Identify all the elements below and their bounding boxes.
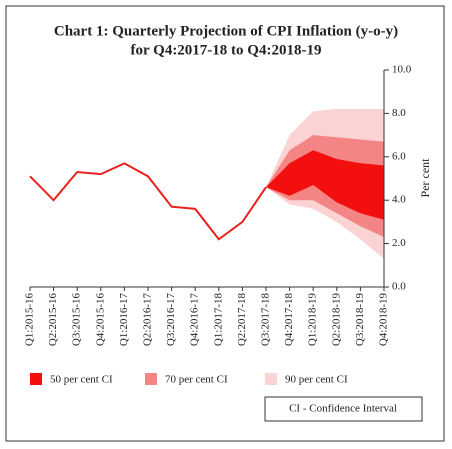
ci-band: [266, 150, 384, 220]
legend-swatch: [145, 373, 157, 385]
frame: [5, 5, 445, 442]
y-tick-label: 0.0: [392, 281, 406, 293]
legend-label: 70 per cent CI: [165, 374, 228, 386]
y-tick-label: 8.0: [392, 107, 406, 119]
legend-label: 90 per cent CI: [285, 374, 348, 386]
legend-swatch: [265, 373, 277, 385]
x-tick-label: Q2:2015-16: [47, 293, 59, 347]
x-tick-label: Q4:2016-17: [189, 293, 201, 347]
x-tick-label: Q1:2018-19: [307, 293, 319, 347]
x-tick-label: Q4:2017-18: [283, 293, 295, 347]
y-tick-label: 4.0: [392, 194, 406, 206]
x-tick-label: Q2:2016-17: [142, 293, 154, 347]
x-tick-label: Q4:2015-16: [94, 293, 106, 347]
x-tick-label: Q1:2015-16: [24, 293, 36, 347]
y-tick-label: 2.0: [392, 237, 406, 249]
x-tick-label: Q3:2016-17: [165, 293, 177, 347]
legend-swatch: [30, 373, 42, 385]
x-tick-label: Q2:2017-18: [236, 293, 248, 347]
y-tick-label: 10.0: [392, 64, 412, 76]
chart-subtitle: for Q4:2017-18 to Q4:2018-19: [131, 42, 322, 58]
x-tick-label: Q3:2017-18: [260, 293, 272, 347]
legend-label: 50 per cent CI: [50, 374, 113, 386]
x-tick-label: Q3:2018-19: [354, 293, 366, 347]
x-tick-label: Q3:2015-16: [71, 293, 83, 347]
x-tick-label: Q1:2017-18: [212, 293, 224, 347]
y-axis-label: Per cent: [418, 158, 432, 198]
x-tick-label: Q1:2016-17: [118, 293, 130, 347]
x-tick-label: Q4:2018-19: [378, 293, 390, 347]
note-box: [264, 396, 423, 422]
y-tick-label: 6.0: [392, 150, 406, 162]
x-tick-label: Q2:2018-19: [330, 293, 342, 347]
note: CI - Confidence Interval: [289, 403, 397, 415]
chart-title: Chart 1: Quarterly Projection of CPI Inf…: [54, 23, 398, 39]
cpi-line: [29, 162, 267, 241]
